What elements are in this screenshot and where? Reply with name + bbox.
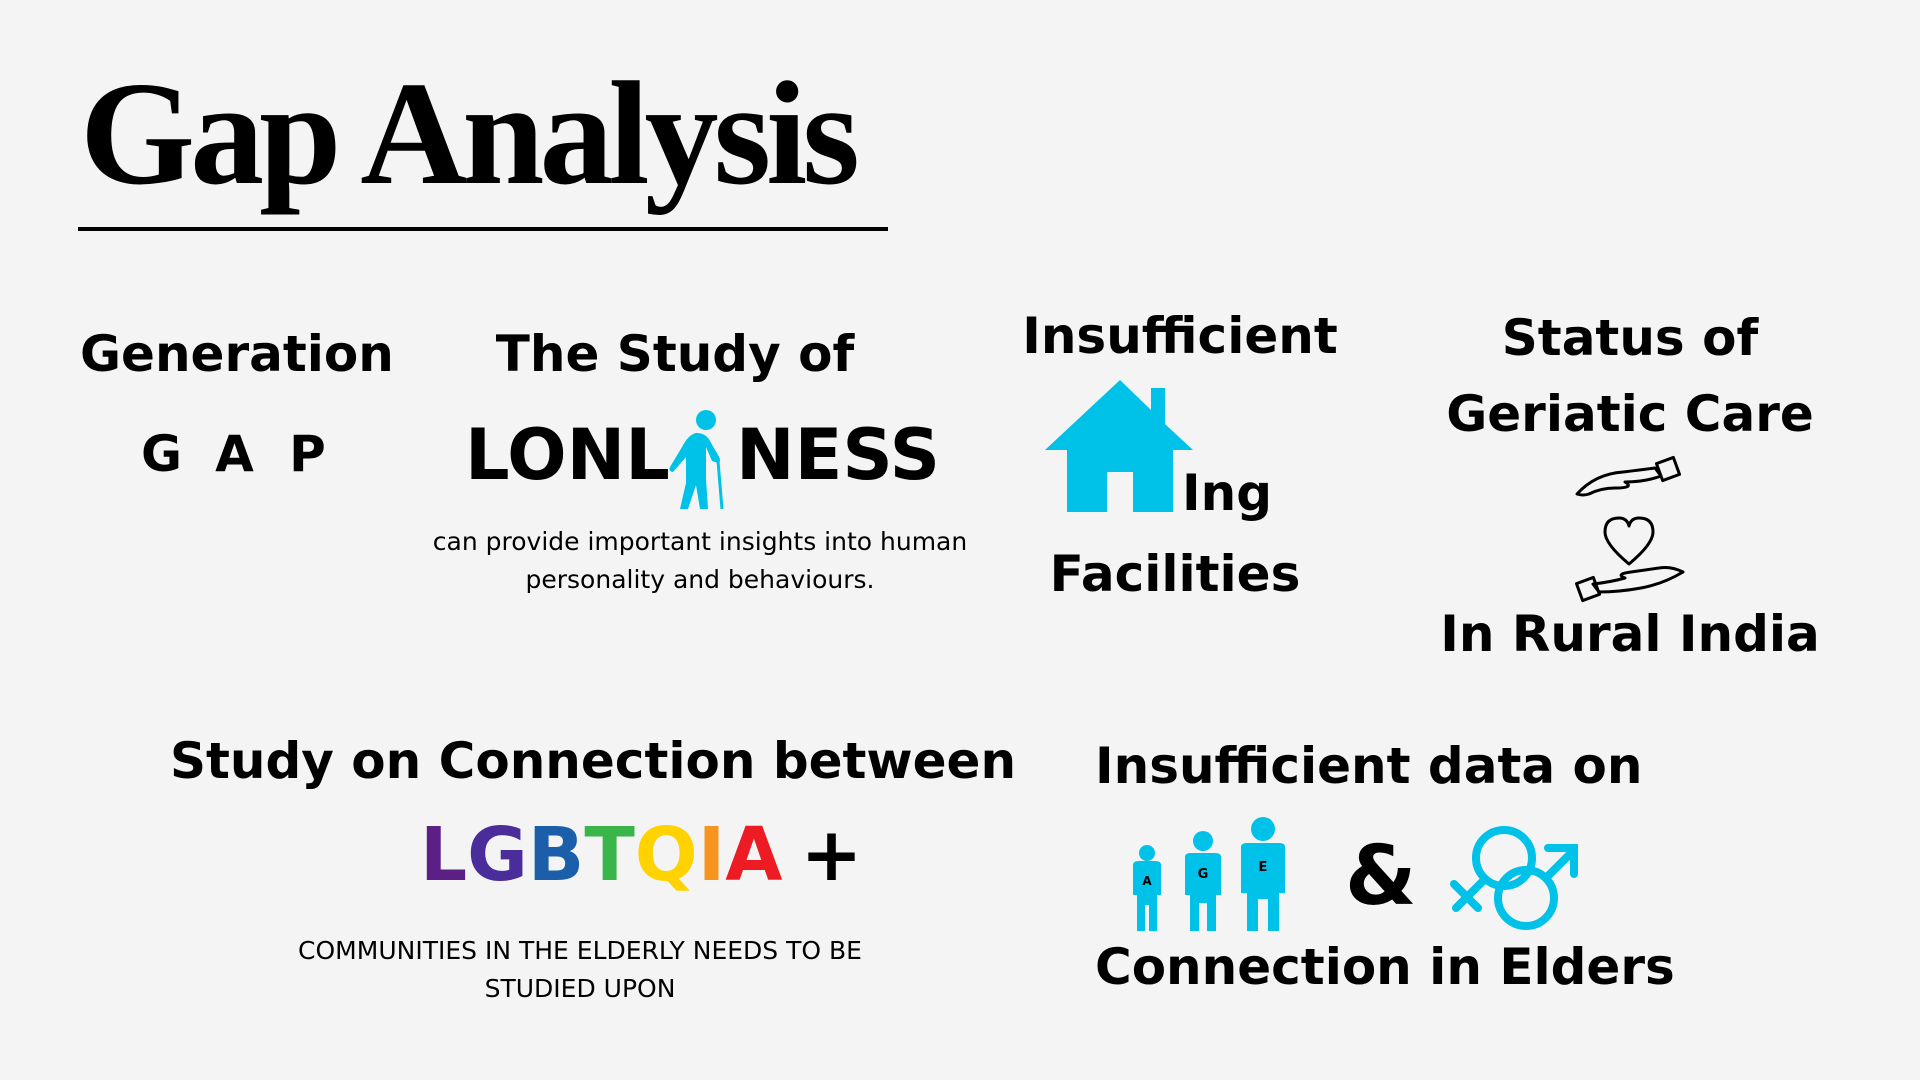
elderly-person-with-cane-icon — [669, 410, 724, 510]
gap-letter: P — [289, 425, 326, 483]
lgbtqia-letter: A — [725, 812, 783, 898]
geriatric-heading: Status of Geriatic Care — [1446, 309, 1814, 443]
person-icon-medium: G — [1185, 831, 1221, 931]
lgbtqia-description: COMMUNITIES IN THE ELDERLY NEEDS TO BE S… — [298, 936, 862, 1003]
age-gender-heading: Insufficient data on — [1095, 737, 1643, 795]
housing-footer: Facilities — [1049, 545, 1301, 603]
ampersand: & — [1345, 829, 1417, 924]
person-icon-large: E — [1241, 817, 1285, 931]
age-letter: A — [1142, 874, 1152, 888]
gender-symbols-icon — [1450, 826, 1578, 930]
housing-suffix: Ing — [1182, 464, 1272, 522]
loneliness-heading: The Study of — [495, 325, 855, 383]
lgbtqia-letter: Q — [634, 812, 698, 898]
lgbtqia-letter: L — [420, 812, 468, 898]
lgbtqia-word: LGBTQIA + — [420, 812, 863, 898]
lgbtqia-letter: T — [584, 812, 635, 898]
age-gender-footer: Connection in Elders — [1095, 938, 1675, 996]
page-title: Gap Analysis — [80, 52, 860, 216]
loneliness-word-left: LONL — [465, 414, 670, 496]
person-icon-small: A — [1133, 845, 1161, 931]
age-people-icon: A G E — [1133, 817, 1285, 931]
gap-letter: G — [140, 425, 183, 483]
lgbtqia-heading: Study on Connection between — [170, 732, 1017, 790]
title-underline — [78, 227, 888, 231]
lgbtqia-letter: B — [527, 812, 585, 898]
loneliness-description: can provide important insights into huma… — [432, 527, 968, 594]
age-letter: G — [1198, 867, 1209, 882]
gap-letter: A — [215, 425, 254, 483]
lgbtqia-letter: G — [467, 812, 528, 898]
age-letter: E — [1259, 860, 1268, 875]
house-icon — [1045, 380, 1193, 512]
housing-heading: Insufficient — [1022, 307, 1338, 365]
caring-hands-heart-icon — [1575, 455, 1685, 603]
geriatric-footer: In Rural India — [1440, 605, 1820, 663]
loneliness-word-right: NESS — [736, 414, 941, 496]
lgbtqia-letter: I — [697, 812, 726, 898]
generation-heading: Generation — [80, 325, 394, 383]
lgbtqia-plus: + — [800, 812, 863, 898]
